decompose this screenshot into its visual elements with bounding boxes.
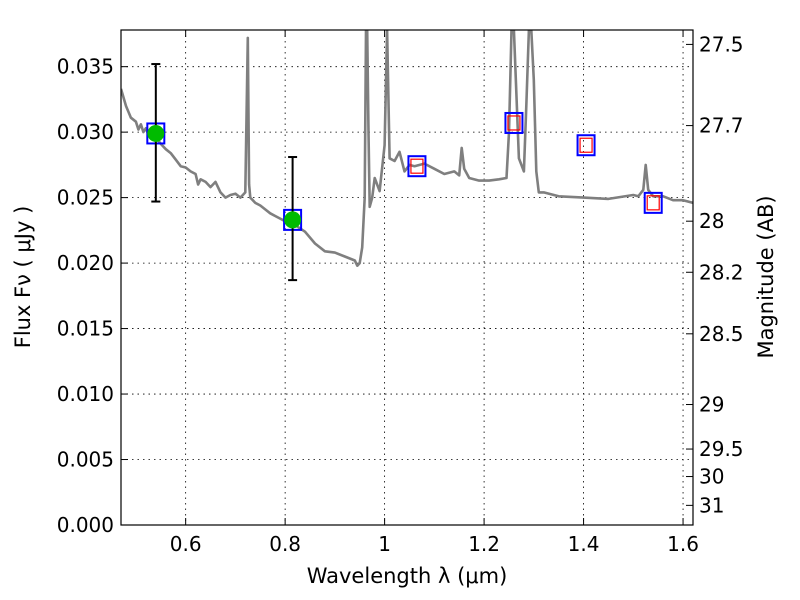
x-axis-title: Wavelength λ (μm)	[307, 564, 508, 588]
model-photometry-square	[576, 134, 596, 157]
y-tick-label: 0.025	[57, 186, 114, 210]
y2-tick-label: 29	[699, 393, 724, 417]
y-tick-label: 0.000	[57, 513, 114, 537]
y-tick-label: 0.005	[57, 448, 114, 472]
y2-tick-label: 29.5	[699, 437, 744, 461]
plot-area	[121, 30, 693, 282]
x-tick-label: 1.2	[468, 532, 500, 556]
plot-frame	[120, 29, 694, 526]
observed-flux-point	[147, 124, 165, 142]
model-photometry-square	[504, 111, 524, 134]
y-tick-label: 0.030	[57, 120, 114, 144]
y-tick-label: 0.010	[57, 382, 114, 406]
x-tick-label: 0.8	[269, 532, 301, 556]
model-photometry-square	[407, 155, 427, 178]
observed-flux-point	[284, 211, 302, 229]
y-tick-label: 0.015	[57, 317, 114, 341]
tick-labels: 0.6 0.8 1 1.2 1.4 1.6 0.000 0.005 0.010 0.015 0.02…	[57, 32, 744, 556]
x-tick-label: 1.4	[568, 532, 600, 556]
axis-ticks	[121, 30, 693, 526]
y-axis-title: Flux Fν ( μJy )	[11, 206, 35, 349]
y2-axis-title: Magnitude (AB)	[754, 195, 778, 358]
observed-flux-marker	[579, 137, 593, 153]
spectrum-line	[121, 30, 693, 267]
y2-tick-label: 28	[699, 209, 724, 233]
y2-tick-label: 30	[699, 465, 724, 489]
x-tick-label: 0.6	[170, 532, 202, 556]
y2-tick-label: 31	[699, 493, 724, 517]
x-tick-label: 1	[378, 532, 391, 556]
y2-tick-label: 28.5	[699, 322, 744, 346]
model-photometry-square	[643, 191, 663, 214]
x-tick-label: 1.6	[667, 532, 699, 556]
y2-tick-label: 28.2	[699, 260, 744, 284]
grid	[121, 30, 693, 525]
observed-flux-marker	[507, 115, 521, 131]
observed-flux-marker	[646, 195, 660, 211]
y-tick-label: 0.020	[57, 251, 114, 275]
y-tick-label: 0.035	[57, 55, 114, 79]
observed-flux-marker	[410, 158, 424, 174]
y2-tick-label: 27.7	[699, 114, 744, 138]
y2-tick-label: 27.5	[699, 32, 744, 56]
